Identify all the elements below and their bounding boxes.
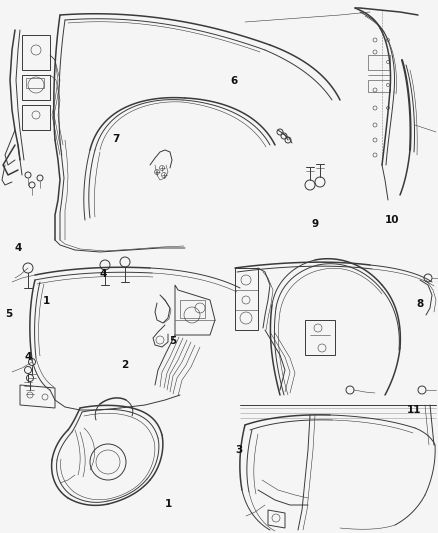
Text: 8: 8 <box>417 299 424 309</box>
Bar <box>368 55 390 70</box>
Text: 1: 1 <box>42 296 49 306</box>
Text: 4: 4 <box>15 243 22 253</box>
Text: 3: 3 <box>235 446 242 455</box>
Bar <box>180 300 205 318</box>
Text: 4: 4 <box>25 352 32 362</box>
Text: 11: 11 <box>406 406 421 415</box>
Text: 5: 5 <box>170 336 177 346</box>
Bar <box>368 80 390 92</box>
Text: 5: 5 <box>5 310 12 319</box>
Text: 10: 10 <box>385 215 399 225</box>
Text: 2: 2 <box>121 360 128 370</box>
Text: 1: 1 <box>165 499 172 508</box>
Bar <box>26 78 44 88</box>
Text: 4: 4 <box>99 270 106 279</box>
Text: 7: 7 <box>113 134 120 143</box>
Text: 6: 6 <box>231 76 238 86</box>
Text: 9: 9 <box>312 219 319 229</box>
